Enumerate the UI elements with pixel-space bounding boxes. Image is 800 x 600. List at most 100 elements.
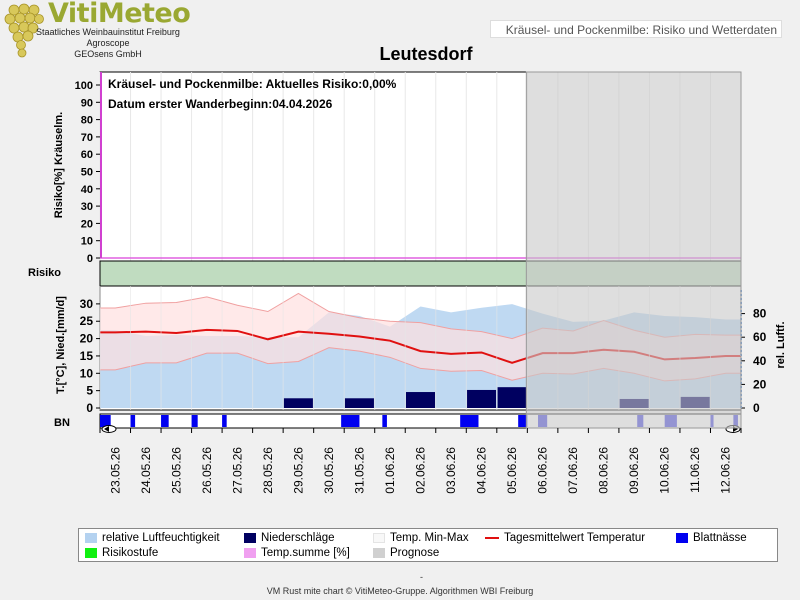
legend-prognose: Prognose: [373, 546, 439, 560]
logo-title: VitiMeteo: [48, 0, 191, 29]
weather-right-tick-label: 20: [753, 377, 767, 391]
risk-y-label: Risiko[%] Kräuselm.: [53, 112, 65, 218]
x-tick-label: 04.06.26: [475, 447, 489, 494]
legend-swatch: [676, 532, 688, 543]
x-tick-label: 23.05.26: [108, 447, 122, 494]
legend-humidity: relative Luftfeuchtigkeit: [85, 531, 220, 545]
risk-y-ticks: 0 10 20 30 40 50 60 70 80 90 100: [75, 80, 100, 265]
legend-label: Risikostufe: [102, 547, 159, 559]
chart-subtitle: Kräusel- und Pockenmilbe: Risiko und Wet…: [490, 20, 782, 38]
weather-left-tick-label: 10: [80, 366, 94, 380]
legend-swatch: [485, 536, 499, 539]
x-tick-label: 03.06.26: [444, 447, 458, 494]
risk-tick-label: 30: [81, 201, 93, 213]
risk-tick-label: 90: [81, 97, 93, 109]
logo-line: Staatliches Weinbauinstitut Freiburg: [36, 27, 180, 37]
risk-tick-label: 0: [87, 253, 93, 265]
risk-annotation-1: Kräusel- und Pockenmilbe: Aktuelles Risi…: [108, 77, 397, 91]
legend-temp-min-max: Temp. Min-Max: [373, 531, 469, 545]
vitimeteo-logo: VitiMeteo Staatliches Weinbauinstitut Fr…: [0, 0, 200, 62]
weather-right-ticks: 0 20 40 60 80: [741, 307, 767, 415]
legend-label: Temp.summe [%]: [261, 547, 350, 559]
x-tick-label: 25.05.26: [169, 447, 183, 494]
leaf-wetness-bar: [341, 415, 360, 427]
x-tick-label: 26.05.26: [200, 447, 214, 494]
x-tick-label: 10.06.26: [658, 447, 672, 494]
x-axis-labels: 23.05.26 24.05.26 25.05.26 26.05.26 27.05.26…: [108, 447, 732, 494]
legend-temp-sum: Temp.summe [%]: [244, 546, 350, 560]
weather-left-tick-label: 0: [86, 401, 93, 415]
x-tick-label: 24.05.26: [139, 447, 153, 494]
risk-tick-label: 70: [81, 132, 93, 144]
leaf-wetness-bar: [222, 415, 227, 427]
risk-band-label: Risiko: [28, 267, 61, 279]
weather-left-label: T.[°C], Nied.[mm/d]: [55, 296, 67, 394]
leaf-wetness-bar: [100, 415, 111, 427]
leaf-wetness-bar: [130, 415, 136, 427]
logo-line: GEOsens GmbH: [74, 49, 142, 59]
x-tick-label: 05.06.26: [505, 447, 519, 494]
risk-tick-label: 20: [81, 218, 93, 230]
risk-tick-label: 40: [81, 184, 93, 196]
risk-annotation-2: Datum erster Wanderbeginn:04.04.2026: [108, 97, 333, 111]
precip-bar: [283, 398, 313, 408]
logo-subtitle: Staatliches Weinbauinstitut Freiburg Agr…: [28, 27, 188, 60]
weather-right-tick-label: 40: [753, 354, 767, 368]
scroll-arrow-left-icon[interactable]: [101, 425, 117, 433]
precip-bar: [344, 398, 374, 408]
x-axis-ticks: [99, 428, 742, 433]
legend-swatch: [373, 532, 385, 543]
weather-left-tick-label: 30: [80, 297, 94, 311]
weather-left-tick-label: 15: [80, 349, 94, 363]
leaf-wetness-bar: [191, 415, 198, 427]
legend-label: Prognose: [390, 547, 440, 559]
precip-bar: [406, 392, 435, 408]
prognose-overlay: [525, 71, 742, 429]
risk-tick-label: 80: [81, 115, 93, 127]
legend-leaf-wetness: Blattnässe: [676, 531, 747, 545]
legend-swatch: [244, 532, 256, 543]
precip-bar: [467, 389, 497, 408]
legend-swatch: [244, 547, 256, 558]
weather-right-tick-label: 0: [753, 401, 760, 415]
legend: relative Luftfeuchtigkeit Niederschläge …: [78, 528, 778, 562]
leaf-wetness-bar: [161, 415, 169, 427]
risk-tick-label: 10: [81, 236, 93, 248]
x-tick-label: 08.06.26: [597, 447, 611, 494]
legend-label: Temp. Min-Max: [390, 532, 469, 544]
risk-tick-label: 100: [75, 80, 93, 92]
grape-icon: [4, 3, 44, 58]
risk-tick-label: 60: [81, 149, 93, 161]
legend-label: Blattnässe: [693, 532, 747, 544]
weather-left-tick-label: 20: [80, 332, 94, 346]
x-tick-label: 01.06.26: [383, 447, 397, 494]
leaf-wetness-bar: [382, 415, 387, 427]
legend-temp-mean: Tagesmittelwert Temperatur: [485, 531, 645, 545]
footer: VM Rust mite chart © VitiMeteo-Gruppe. A…: [266, 586, 534, 596]
risk-tick-label: 50: [81, 167, 93, 179]
x-tick-label: 07.06.26: [566, 447, 580, 494]
legend-label: Niederschläge: [261, 532, 335, 544]
leaf-wetness-bar: [460, 415, 479, 427]
legend-swatch: [373, 547, 385, 558]
legend-swatch: [85, 547, 97, 558]
x-tick-label: 11.06.26: [688, 447, 702, 493]
leaf-wetness-label: BN: [54, 417, 70, 429]
legend-risk-level: Risikostufe: [85, 546, 158, 560]
x-tick-label: 27.05.26: [230, 447, 244, 494]
weather-left-tick-label: 25: [80, 314, 94, 328]
legend-swatch: [85, 532, 97, 543]
leaf-wetness-bar: [518, 415, 528, 427]
chart-title: Leutesdorf: [379, 44, 473, 64]
weather-right-tick-label: 60: [753, 330, 767, 344]
logo-line: Agroscope: [86, 38, 130, 48]
x-tick-label: 12.06.26: [719, 447, 733, 494]
x-tick-label: 30.05.26: [322, 447, 336, 494]
footer-dash: -: [420, 572, 423, 582]
weather-left-tick-label: 5: [86, 384, 93, 398]
legend-label: Tagesmittelwert Temperatur: [504, 532, 646, 544]
legend-precip: Niederschläge: [244, 531, 335, 545]
weather-right-tick-label: 80: [753, 307, 767, 321]
weather-left-ticks: 0 5 10 15 20 25 30: [80, 297, 100, 415]
